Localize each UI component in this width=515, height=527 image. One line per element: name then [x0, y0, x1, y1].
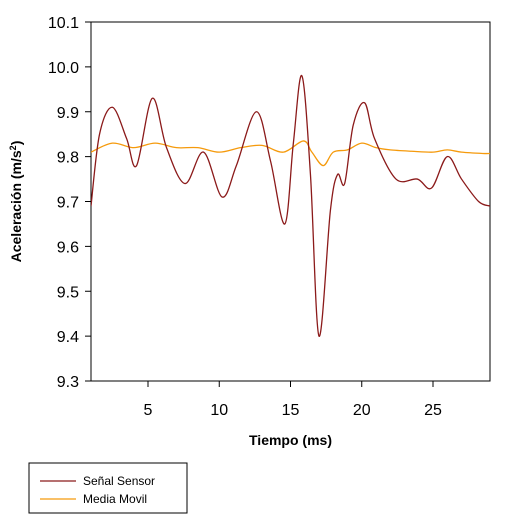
series-line-senal-sensor	[91, 75, 490, 337]
y-tick-label: 9.4	[57, 329, 79, 346]
x-tick-label: 20	[353, 402, 371, 419]
x-tick-label: 5	[144, 402, 153, 419]
y-tick-label: 9.8	[57, 150, 79, 167]
y-tick-label: 10.1	[48, 15, 79, 32]
x-tick-label: 15	[282, 402, 300, 419]
y-tick-label: 9.5	[57, 284, 79, 301]
legend-box	[28, 462, 188, 514]
y-axis-title-superscript: 2	[8, 145, 18, 150]
legend-label-senal-sensor: Señal Sensor	[83, 474, 155, 488]
y-tick-label: 9.7	[57, 195, 79, 212]
y-axis-title-tail: )	[8, 141, 24, 146]
y-axis-title: Aceleración (m/s2)	[8, 141, 24, 263]
y-tick-label: 9.9	[57, 105, 79, 122]
y-tick-label: 9.6	[57, 239, 79, 256]
x-tick-label: 25	[424, 402, 442, 419]
y-tick-label: 10.0	[48, 60, 79, 77]
plot-frame	[90, 21, 491, 382]
legend: Señal Sensor Media Movil	[28, 462, 188, 514]
x-axis-ticks: 5 10 15 20 25	[144, 381, 442, 419]
y-axis-ticks: 9.3 9.4 9.5 9.6 9.7 9.8 9.9 10.0 10.1	[48, 15, 91, 391]
series-line-media-movil	[91, 140, 490, 167]
y-tick-label: 9.3	[57, 374, 79, 391]
x-tick-label: 10	[210, 402, 228, 419]
y-axis-title-main: Aceleración (m/s	[8, 150, 24, 262]
series-lines	[91, 75, 490, 337]
plot-area	[90, 21, 491, 382]
legend-label-media-movil: Media Movil	[83, 492, 147, 506]
x-axis-title: Tiempo (ms)	[249, 432, 332, 448]
